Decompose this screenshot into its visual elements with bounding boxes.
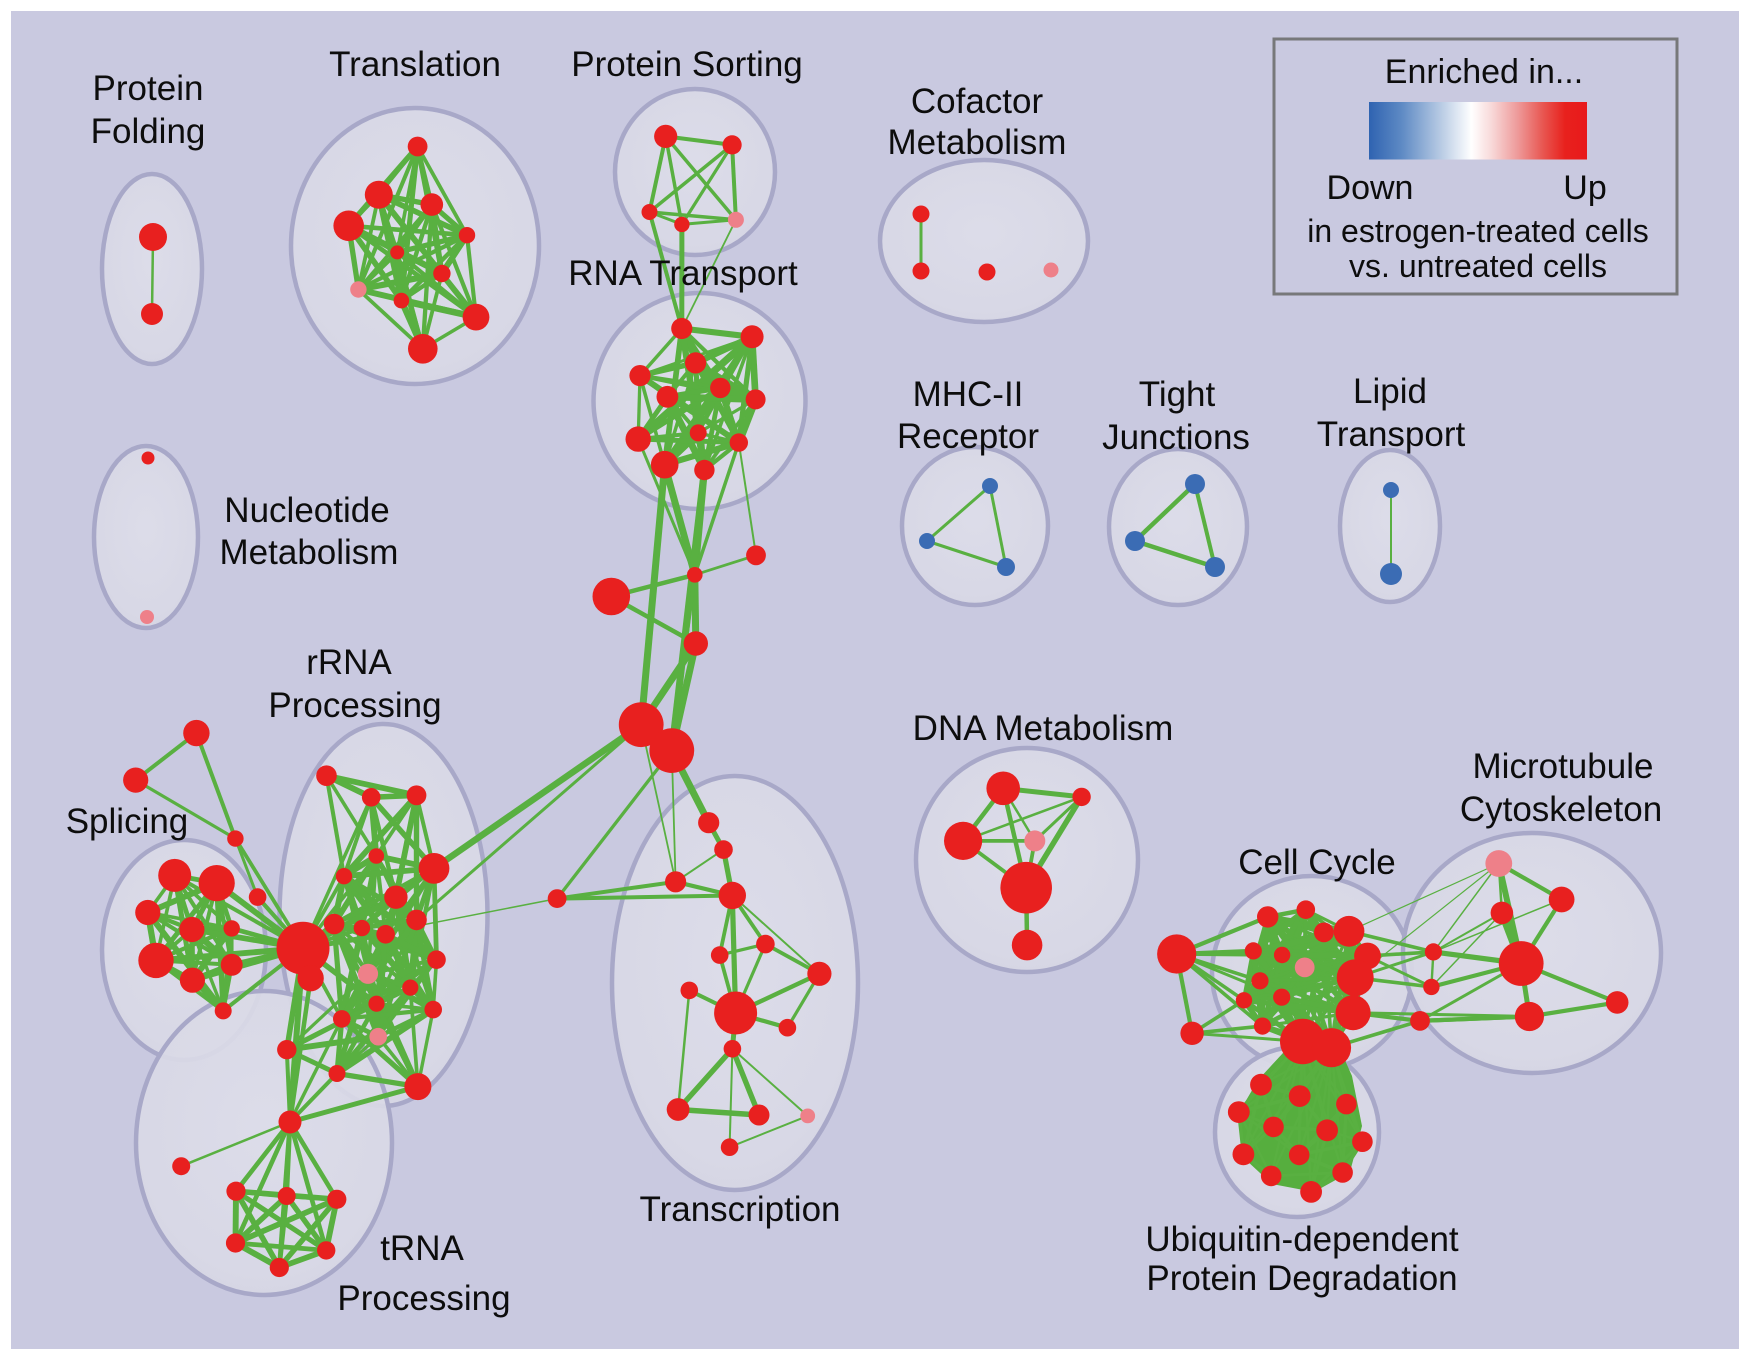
svg-text:Metabolism: Metabolism bbox=[888, 123, 1067, 162]
svg-text:tRNA: tRNA bbox=[380, 1229, 464, 1268]
svg-text:Processing: Processing bbox=[268, 686, 441, 725]
svg-text:Lipid: Lipid bbox=[1353, 372, 1427, 411]
svg-text:Ubiquitin-dependent: Ubiquitin-dependent bbox=[1145, 1220, 1459, 1259]
svg-text:Translation: Translation bbox=[329, 45, 501, 84]
svg-text:MHC-II: MHC-II bbox=[913, 375, 1024, 414]
svg-text:Junctions: Junctions bbox=[1102, 418, 1250, 457]
svg-text:in estrogen-treated cells: in estrogen-treated cells bbox=[1307, 213, 1649, 249]
svg-text:Down: Down bbox=[1327, 169, 1414, 207]
svg-text:Cell Cycle: Cell Cycle bbox=[1238, 843, 1396, 882]
svg-text:Receptor: Receptor bbox=[897, 417, 1039, 456]
svg-text:Processing: Processing bbox=[337, 1279, 510, 1318]
svg-text:Up: Up bbox=[1563, 169, 1606, 207]
svg-text:Cytoskeleton: Cytoskeleton bbox=[1460, 790, 1662, 829]
svg-text:Cofactor: Cofactor bbox=[911, 82, 1044, 121]
svg-text:Microtubule: Microtubule bbox=[1473, 747, 1654, 786]
svg-text:Splicing: Splicing bbox=[66, 802, 189, 841]
svg-text:Nucleotide: Nucleotide bbox=[224, 491, 389, 530]
svg-text:Enriched in...: Enriched in... bbox=[1385, 53, 1583, 91]
svg-text:Transcription: Transcription bbox=[640, 1190, 841, 1229]
svg-text:Folding: Folding bbox=[91, 112, 206, 151]
svg-text:Transport: Transport bbox=[1317, 415, 1466, 454]
svg-text:Tight: Tight bbox=[1139, 375, 1216, 414]
svg-text:rRNA: rRNA bbox=[306, 643, 392, 682]
svg-text:DNA Metabolism: DNA Metabolism bbox=[913, 709, 1174, 748]
svg-text:Protein: Protein bbox=[93, 69, 204, 108]
svg-text:vs. untreated cells: vs. untreated cells bbox=[1349, 248, 1607, 284]
svg-text:Metabolism: Metabolism bbox=[220, 533, 399, 572]
svg-text:RNA Transport: RNA Transport bbox=[568, 254, 798, 293]
svg-text:Protein Degradation: Protein Degradation bbox=[1146, 1259, 1457, 1298]
svg-text:Protein Sorting: Protein Sorting bbox=[571, 45, 803, 84]
